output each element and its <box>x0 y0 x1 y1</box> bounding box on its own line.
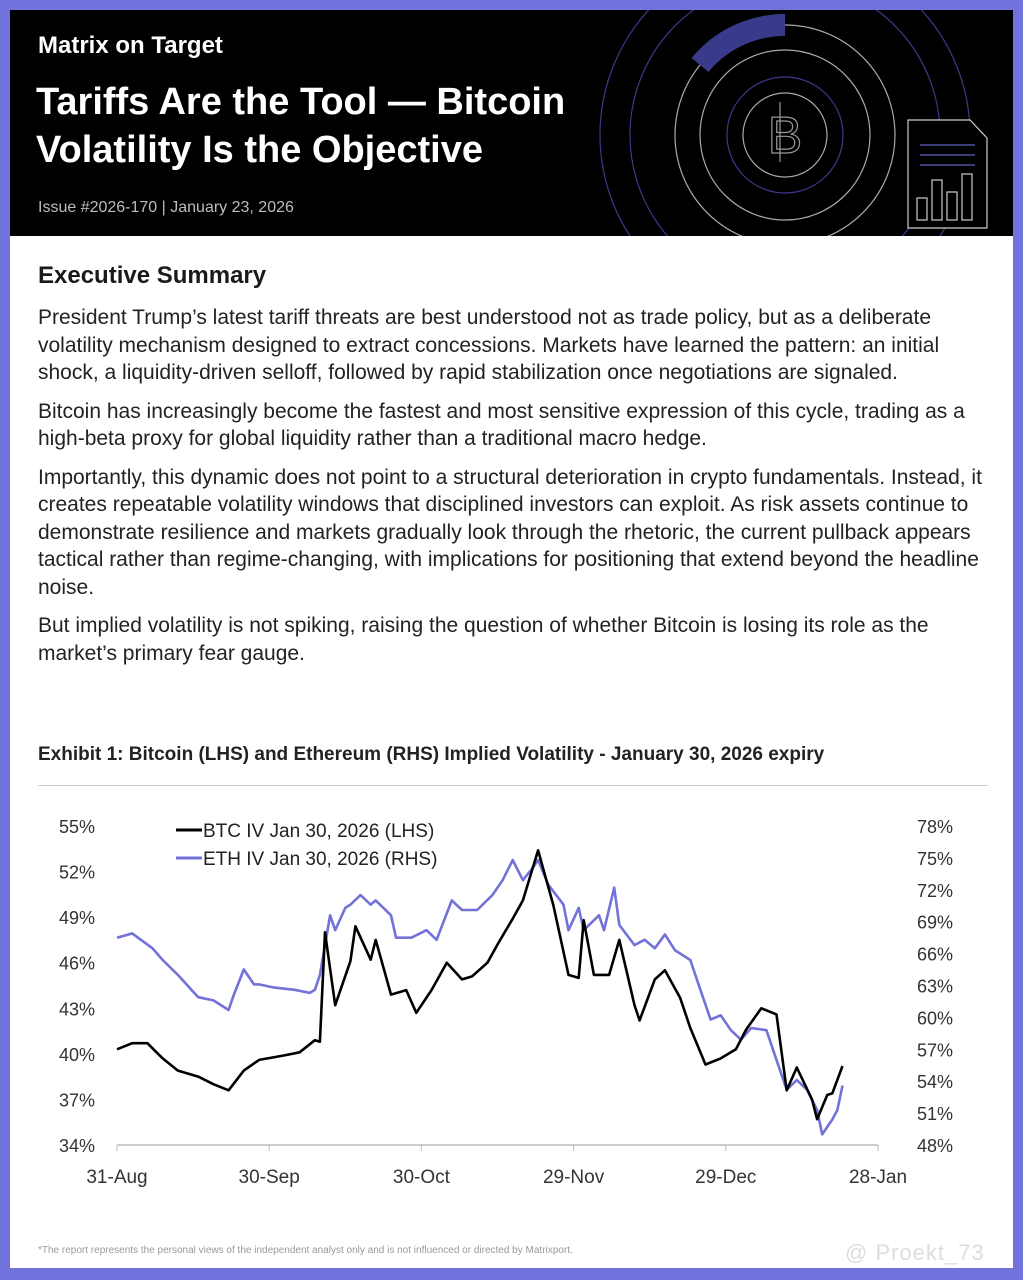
watermark: @ Proekt_73 <box>845 1240 985 1265</box>
y-left-tick-label: 55% <box>59 817 95 837</box>
issue-date: Issue #2026-170 | January 23, 2026 <box>38 199 294 216</box>
x-tick-label: 29-Dec <box>695 1167 756 1188</box>
executive-summary-body: President Trump’s latest tariff threats … <box>38 304 988 678</box>
report-header: Matrix on Target Tariffs Are the Tool — … <box>10 10 1013 236</box>
y-right-tick-label: 57% <box>917 1040 953 1060</box>
y-left-tick-label: 43% <box>59 999 95 1019</box>
y-right-tick-label: 48% <box>917 1136 953 1156</box>
y-left-tick-label: 52% <box>59 863 95 883</box>
x-tick-label: 31-Aug <box>86 1167 147 1188</box>
y-right-tick-label: 75% <box>917 849 953 869</box>
y-right-tick-label: 66% <box>917 945 953 965</box>
summary-paragraph: Importantly, this dynamic does not point… <box>38 465 982 599</box>
title-line: Volatility Is the Objective <box>36 129 483 171</box>
y-left-tick-label: 40% <box>59 1045 95 1065</box>
brand-name: Matrix on Target <box>38 32 223 59</box>
y-left-tick-label: 37% <box>59 1090 95 1110</box>
summary-paragraph: Bitcoin has increasingly become the fast… <box>38 399 965 451</box>
y-right-tick-label: 63% <box>917 977 953 997</box>
y-right-tick-label: 78% <box>917 817 953 837</box>
legend-label-eth: ETH IV Jan 30, 2026 (RHS) <box>203 849 437 870</box>
y-right-tick-label: 72% <box>917 881 953 901</box>
eth-iv-line <box>116 858 844 1136</box>
disclaimer: *The report represents the personal view… <box>38 1245 573 1256</box>
exhibit-title: Exhibit 1: Bitcoin (LHS) and Ethereum (R… <box>38 744 825 765</box>
summary-paragraph: President Trump’s latest tariff threats … <box>38 306 940 384</box>
x-tick-label: 28-Jan <box>849 1167 907 1188</box>
x-tick-label: 30-Oct <box>393 1167 451 1188</box>
divider <box>38 785 988 786</box>
y-right-tick-label: 69% <box>917 913 953 933</box>
btc-iv-line <box>116 848 844 1121</box>
x-tick-label: 30-Sep <box>239 1167 300 1188</box>
legend-label-btc: BTC IV Jan 30, 2026 (LHS) <box>203 821 434 842</box>
svg-text:B: B <box>768 107 803 165</box>
legend: BTC IV Jan 30, 2026 (LHS) ETH IV Jan 30,… <box>176 821 437 870</box>
x-tick-label: 29-Nov <box>543 1167 605 1188</box>
y-right-tick-label: 54% <box>917 1072 953 1092</box>
y-left-tick-label: 49% <box>59 908 95 928</box>
iv-line-chart: 31-Aug 30-Sep 30-Oct 29-Nov 29-Dec 28-Jan 55% 5… <box>59 817 953 1188</box>
report-title: Tariffs Are the Tool — Bitcoin Volatilit… <box>36 78 656 174</box>
y-right-tick-label: 60% <box>917 1008 953 1028</box>
title-line: Tariffs Are the Tool — Bitcoin <box>36 81 566 123</box>
y-right-tick-label: 51% <box>917 1104 953 1124</box>
y-left-tick-label: 34% <box>59 1136 95 1156</box>
executive-summary-heading: Executive Summary <box>38 262 267 289</box>
bitcoin-report-decoration-icon: B <box>599 10 988 236</box>
y-left-tick-label: 46% <box>59 954 95 974</box>
summary-paragraph: But implied volatility is not spiking, r… <box>38 614 929 665</box>
